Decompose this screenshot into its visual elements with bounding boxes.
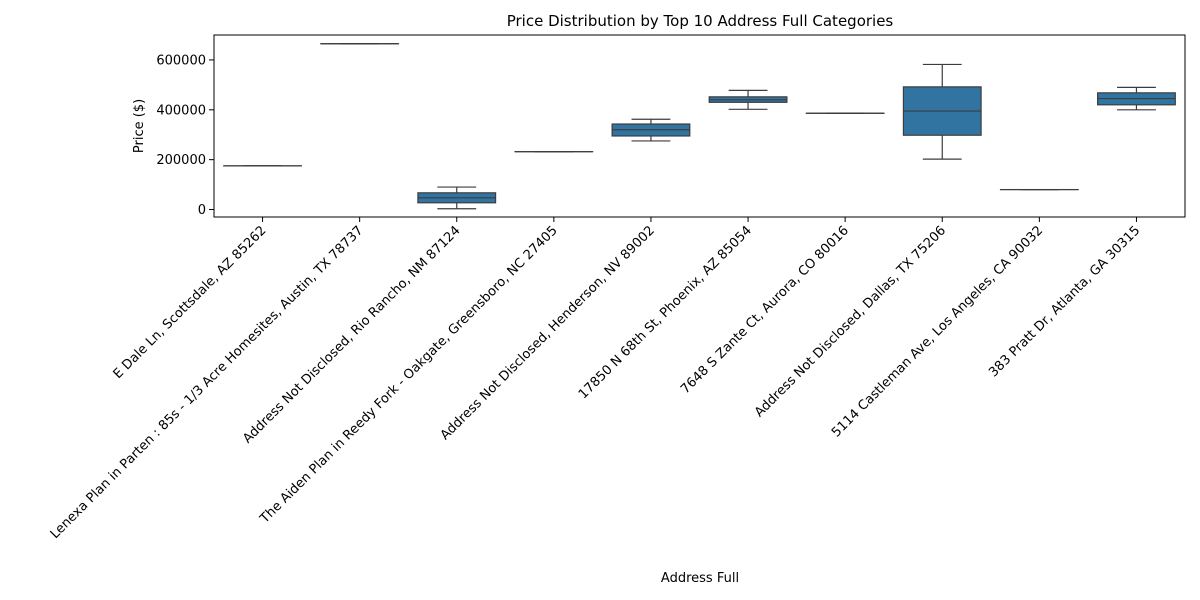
x-tick-label: Address Not Disclosed, Rio Rancho, NM 87… [240,223,463,446]
plot-area-frame [213,34,1186,218]
box-5 [611,118,691,142]
x-tick-label: 383 Pratt Dr, Atlanta, GA 30315 [986,223,1143,380]
x-tick-label: Lenexa Plan in Parten : 85s - 1/3 Acre H… [48,223,367,542]
chart-title: Price Distribution by Top 10 Address Ful… [507,12,894,30]
y-tick-label: 600000 [156,53,206,68]
x-tick-label: E Dale Ln, Scottsdale, AZ 85262 [111,223,270,382]
y-axis-label: Price ($) [132,99,147,153]
box-group [223,43,1176,210]
y-axis: 0 200000 400000 600000 [156,53,214,218]
y-tick-label: 400000 [156,103,206,118]
box-8 [902,63,982,160]
box-3 [417,186,497,210]
box-6 [708,89,788,110]
y-tick-label: 0 [198,203,206,218]
box-10 [1097,86,1176,111]
x-axis-label: Address Full [661,571,739,586]
x-tick-label: Address Not Disclosed, Henderson, NV 890… [438,223,658,443]
x-tick-label: Address Not Disclosed, Dallas, TX 75206 [752,223,949,420]
x-tick-label: 7648 S Zante Ct, Aurora, CO 80016 [678,223,852,397]
y-tick-label: 200000 [156,153,206,168]
x-tick-label: 5114 Castleman Ave, Los Angeles, CA 9003… [829,223,1046,440]
x-tick-label: 17850 N 68th St, Phoenix, AZ 85054 [576,223,755,402]
